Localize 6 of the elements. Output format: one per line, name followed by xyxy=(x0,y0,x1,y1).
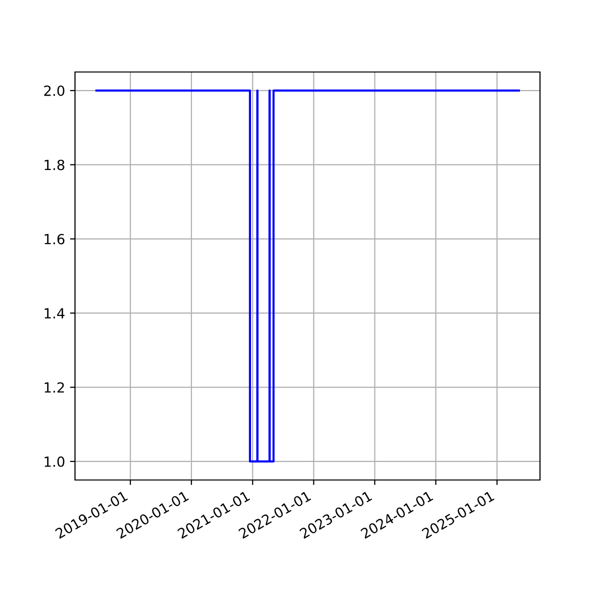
y-tick-label: 1.2 xyxy=(44,382,64,393)
y-tick-label: 2.0 xyxy=(44,86,64,96)
y-tick-label: 1.8 xyxy=(44,160,64,170)
y-tick-label: 1.0 xyxy=(44,456,64,467)
y-tick-label: 1.6 xyxy=(44,234,64,244)
y-tick-label: 1.4 xyxy=(44,308,64,318)
